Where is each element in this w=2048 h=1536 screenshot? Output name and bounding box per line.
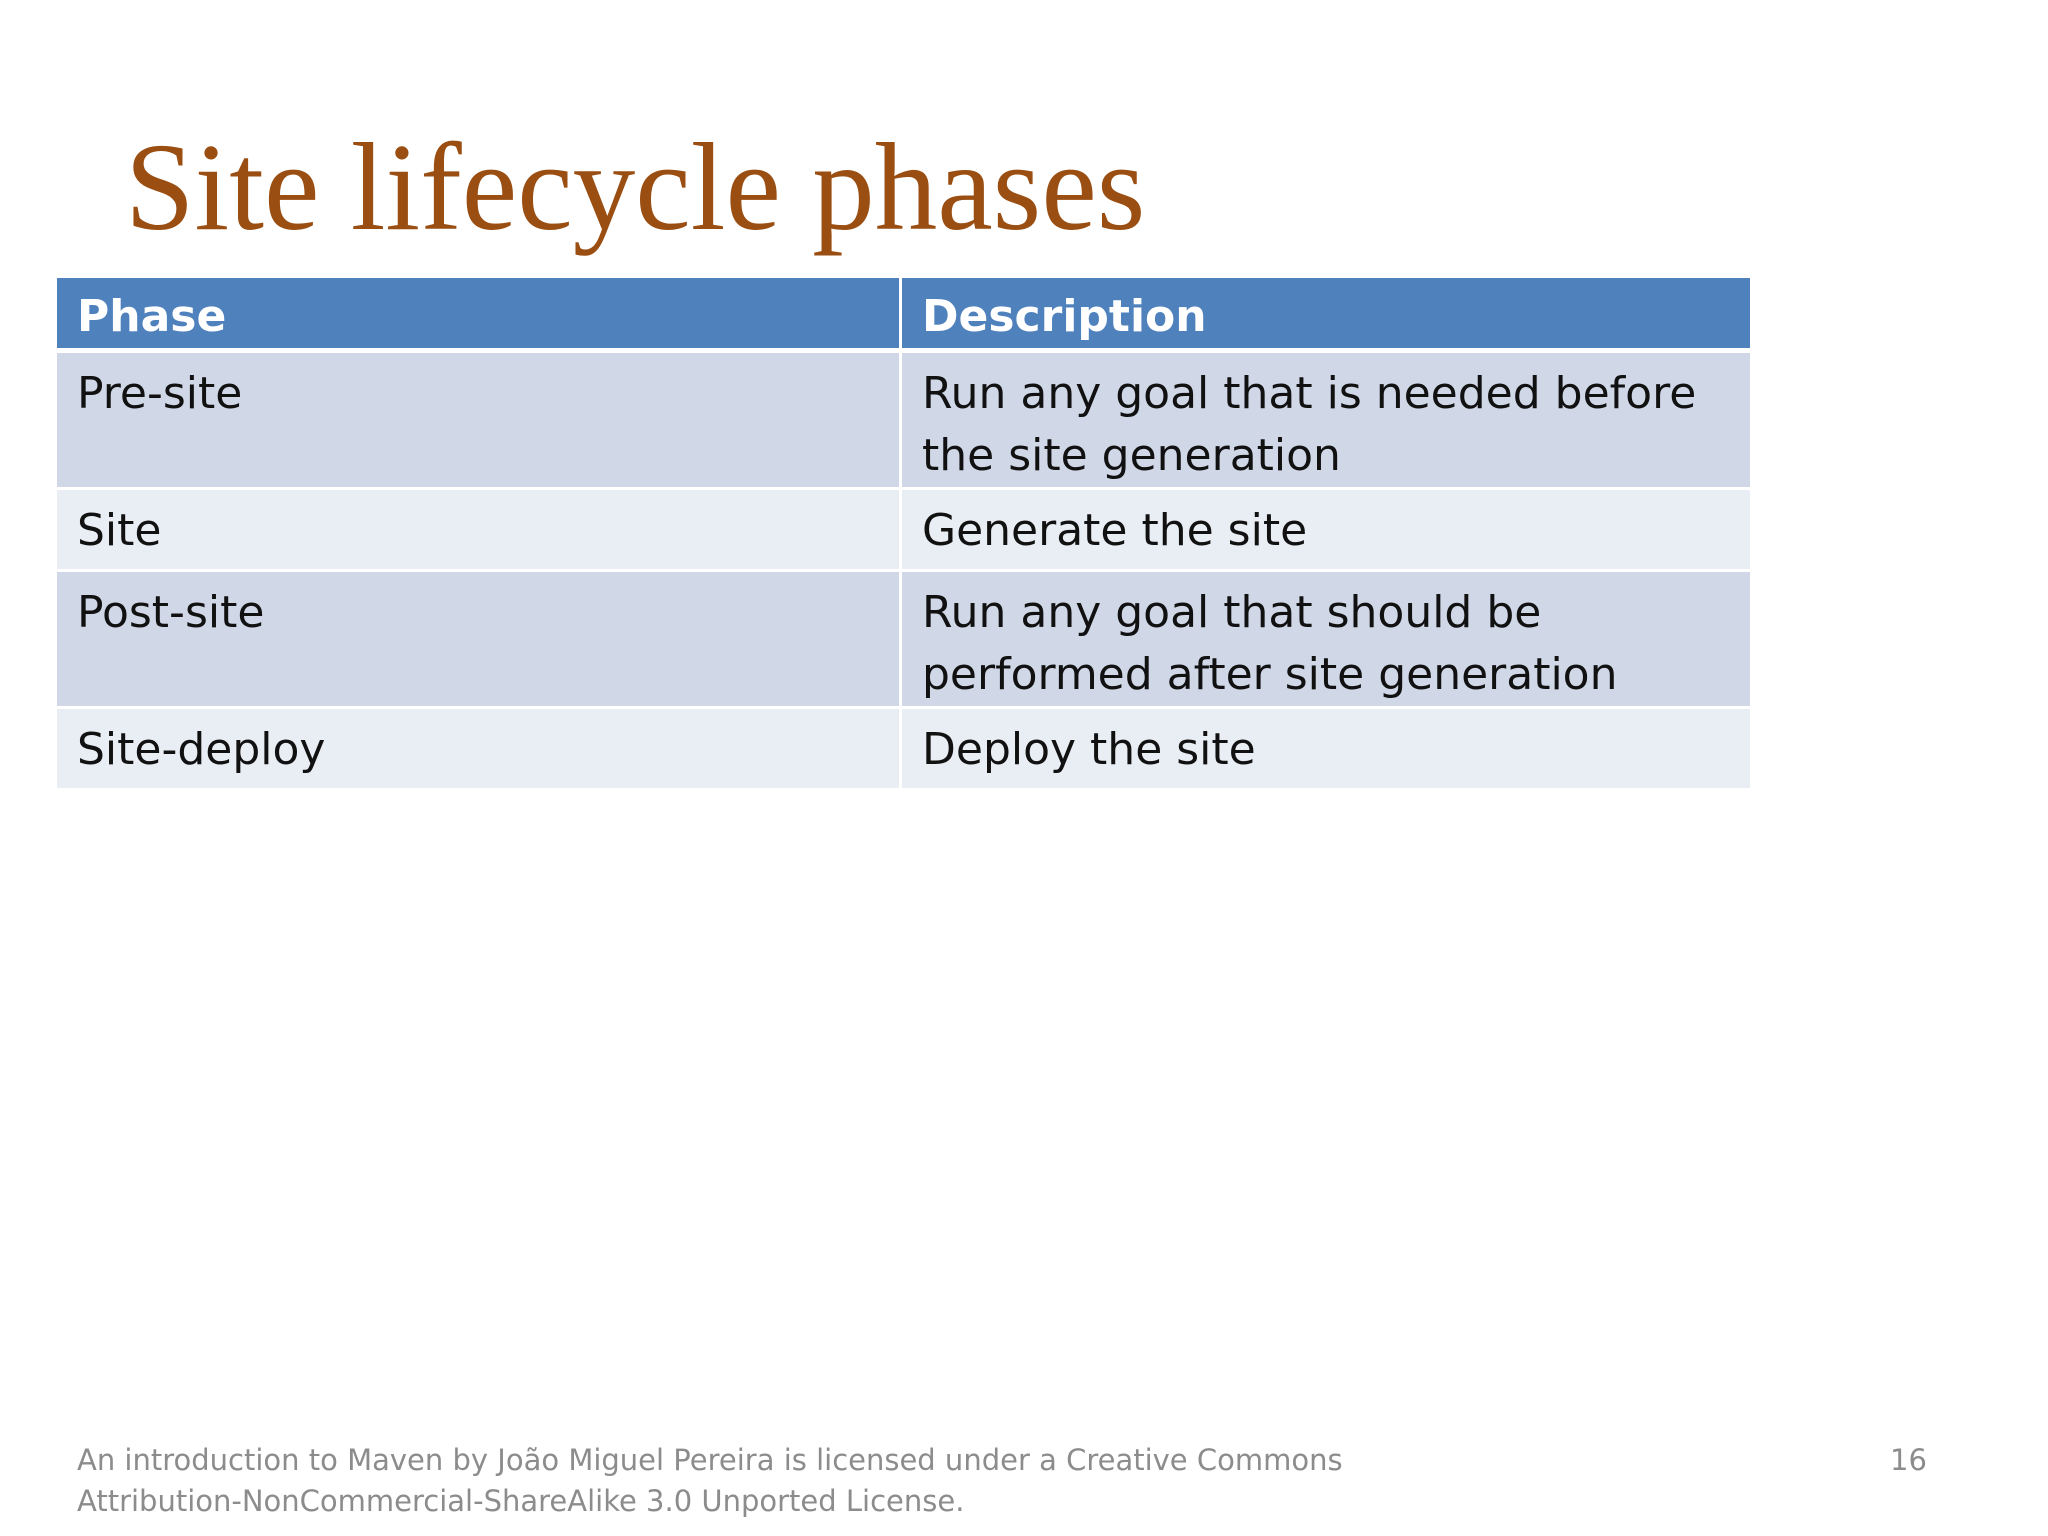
phase-cell: Site bbox=[57, 490, 902, 572]
slide-number: 16 bbox=[1890, 1443, 1927, 1477]
license-footer: An introduction to Maven by João Miguel … bbox=[77, 1443, 1343, 1518]
phase-cell: Pre-site bbox=[57, 353, 902, 490]
table-row: Site Generate the site bbox=[57, 490, 1750, 572]
phase-table: Phase Description Pre-site Run any goal … bbox=[57, 278, 1750, 791]
phase-cell: Post-site bbox=[57, 572, 902, 709]
description-cell: Run any goal that should be performed af… bbox=[902, 572, 1750, 709]
table-row: Site-deploy Deploy the site bbox=[57, 709, 1750, 791]
description-cell: Run any goal that is needed before the s… bbox=[902, 353, 1750, 490]
header-description: Description bbox=[902, 278, 1750, 353]
slide-title: Site lifecycle phases bbox=[125, 119, 1146, 257]
description-cell: Generate the site bbox=[902, 490, 1750, 572]
description-cell: Deploy the site bbox=[902, 709, 1750, 791]
table-header-row: Phase Description bbox=[57, 278, 1750, 353]
header-phase: Phase bbox=[57, 278, 902, 353]
table-row: Post-site Run any goal that should be pe… bbox=[57, 572, 1750, 709]
phase-cell: Site-deploy bbox=[57, 709, 902, 791]
table-row: Pre-site Run any goal that is needed bef… bbox=[57, 353, 1750, 490]
